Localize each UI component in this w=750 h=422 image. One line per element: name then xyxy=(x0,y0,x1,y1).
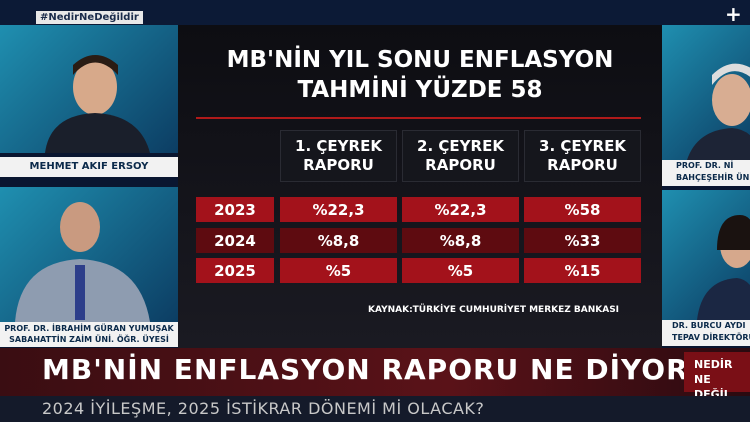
guest-title: TEPAV DİREKTÖRÜ/ ESK xyxy=(672,333,750,342)
graphic-title: MB'NİN YIL SONU ENFLASYON TAHMİNİ YÜZDE 5… xyxy=(178,45,662,105)
hashtag: #NedirNeDeğildir xyxy=(36,11,143,24)
guest-name: PROF. DR. İBRAHİM GÜRAN YUMUŞAK xyxy=(4,324,174,333)
video-panel xyxy=(662,190,750,320)
headline-bar xyxy=(0,348,750,396)
person xyxy=(45,55,150,153)
table-cell: %58 xyxy=(524,197,641,222)
program-logo: NEDİR NE DEĞİL xyxy=(684,352,750,401)
name-tag: PROF. DR. Nİ BAHÇEŞEHİR ÜN xyxy=(662,160,750,186)
row-label: 2025 xyxy=(196,258,274,283)
table-cell: %8,8 xyxy=(402,228,519,253)
headline: MB'NİN ENFLASYON RAPORU NE DİYOR? xyxy=(42,353,706,386)
subheadline-bar xyxy=(0,396,750,422)
source: KAYNAK:TÜRKİYE CUMHURİYET MERKEZ BANKASI xyxy=(368,305,620,315)
column-header: 2. ÇEYREK RAPORU xyxy=(402,130,519,182)
table-cell: %5 xyxy=(402,258,519,283)
column-header: 1. ÇEYREK RAPORU xyxy=(280,130,397,182)
guest-name: DR. BURCU AYDI xyxy=(672,321,746,330)
table-cell: %22,3 xyxy=(402,197,519,222)
program-line: NEDİR xyxy=(694,358,733,371)
channel-logo: + xyxy=(725,2,742,26)
column-header: 3. ÇEYREK RAPORU xyxy=(524,130,641,182)
table-cell: %8,8 xyxy=(280,228,397,253)
person xyxy=(15,202,150,322)
guest-name: PROF. DR. Nİ xyxy=(676,161,734,170)
video-panel xyxy=(0,187,178,322)
table-cell: %5 xyxy=(280,258,397,283)
video-panel xyxy=(662,25,750,160)
name-tag: PROF. DR. İBRAHİM GÜRAN YUMUŞAK SABAHATT… xyxy=(0,322,178,347)
title-line: MB'NİN YIL SONU ENFLASYON xyxy=(226,47,614,73)
row-label: 2024 xyxy=(196,228,274,253)
video-panel xyxy=(0,25,178,153)
name-tag: DR. BURCU AYDI TEPAV DİREKTÖRÜ/ ESK xyxy=(662,320,750,346)
subheadline: 2024 İYİLEŞME, 2025 İSTİKRAR DÖNEMİ Mİ O… xyxy=(42,399,485,418)
person xyxy=(697,215,750,320)
row-label: 2023 xyxy=(196,197,274,222)
title-line: TAHMİNİ YÜZDE 58 xyxy=(297,77,543,103)
table-cell: %33 xyxy=(524,228,641,253)
graphic: MB'NİN YIL SONU ENFLASYON TAHMİNİ YÜZDE 5… xyxy=(178,25,662,348)
table-cell: %22,3 xyxy=(280,197,397,222)
table-cell: %15 xyxy=(524,258,641,283)
guest-title: BAHÇEŞEHİR ÜN xyxy=(676,173,750,182)
divider xyxy=(196,117,641,119)
guest-title: SABAHATTİN ZAİM ÜNİ. ÖĞR. ÜYESİ xyxy=(9,335,169,344)
person xyxy=(687,63,750,160)
name-tag: MEHMET AKIF ERSOY xyxy=(0,157,178,177)
